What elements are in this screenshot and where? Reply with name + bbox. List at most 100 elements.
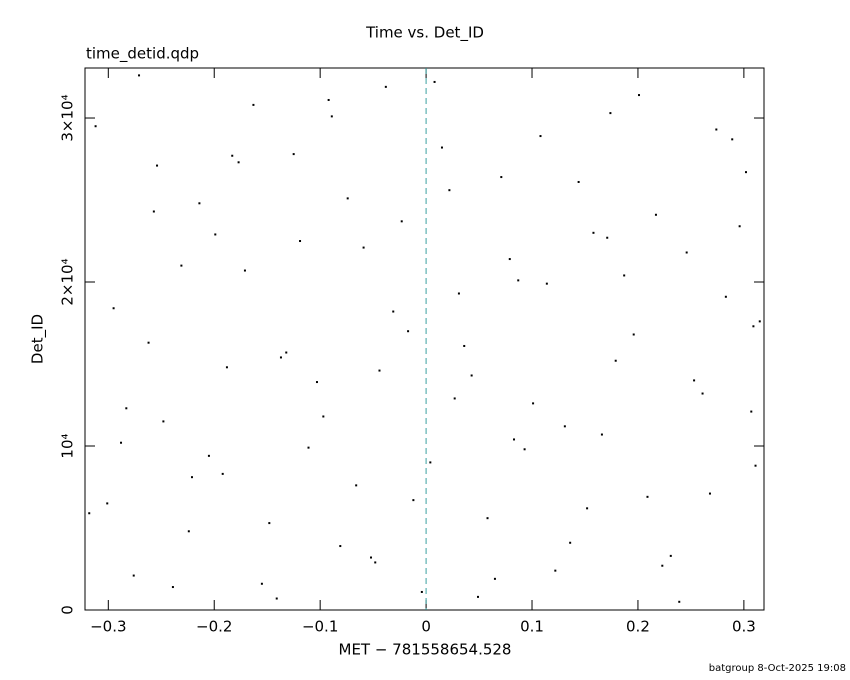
chart-subtitle: time_detid.qdp [86, 45, 199, 64]
point [190, 476, 193, 479]
point [632, 333, 635, 336]
point [221, 472, 224, 475]
point [758, 320, 761, 323]
point [517, 279, 520, 282]
point [207, 454, 210, 457]
point [285, 351, 288, 354]
point [744, 171, 747, 174]
point [715, 128, 718, 131]
point [152, 210, 155, 213]
x-tick-label: 0 [421, 618, 431, 636]
point [162, 420, 165, 423]
point [339, 545, 342, 548]
point [327, 98, 330, 101]
point [685, 251, 688, 254]
point [457, 292, 460, 295]
x-tick-label: 0.1 [520, 618, 544, 636]
point [132, 574, 135, 577]
point [420, 590, 423, 593]
point [198, 202, 201, 205]
point [292, 153, 295, 156]
point [693, 379, 696, 382]
point [156, 164, 159, 167]
point [476, 595, 479, 598]
point [275, 597, 278, 600]
point [577, 180, 580, 183]
point [315, 381, 318, 384]
point [412, 499, 415, 502]
point [374, 561, 377, 564]
point [147, 341, 150, 344]
point [252, 103, 255, 106]
point [243, 269, 246, 272]
point [362, 246, 365, 249]
y-tick-label: 10⁴ [59, 433, 77, 458]
point [448, 189, 451, 192]
point [738, 225, 741, 228]
point [268, 522, 271, 525]
point [609, 112, 612, 115]
point [586, 507, 589, 510]
point [606, 236, 609, 239]
y-tick-label: 2×10⁴ [59, 258, 77, 305]
point [392, 310, 395, 313]
point [600, 433, 603, 436]
point [701, 392, 704, 395]
point [532, 402, 535, 405]
point [384, 85, 387, 88]
point [400, 220, 403, 223]
point [214, 233, 217, 236]
point [508, 258, 511, 261]
point [237, 161, 240, 164]
point [661, 564, 664, 567]
point [125, 407, 128, 410]
point [545, 282, 548, 285]
point [754, 464, 757, 467]
point [171, 586, 174, 589]
point [614, 359, 617, 362]
point [94, 125, 97, 128]
point [299, 240, 302, 243]
point [453, 397, 456, 400]
point [500, 176, 503, 179]
point [470, 374, 473, 377]
point [646, 495, 649, 498]
y-axis-label: Det_ID [29, 314, 48, 364]
point [752, 325, 755, 328]
point [187, 530, 190, 533]
point [440, 146, 443, 149]
point [554, 569, 557, 572]
x-tick-label: −0.3 [90, 618, 126, 636]
x-tick-label: 0.3 [732, 618, 756, 636]
point [322, 415, 325, 418]
point [654, 213, 657, 216]
point [370, 556, 373, 559]
point [708, 492, 711, 495]
point [638, 94, 641, 97]
point [433, 80, 436, 83]
point [355, 484, 358, 487]
point [307, 446, 310, 449]
point [678, 600, 681, 603]
point [429, 461, 432, 464]
point [669, 554, 672, 557]
point [463, 344, 466, 347]
point [138, 74, 141, 77]
x-tick-label: −0.2 [196, 618, 232, 636]
chart-title: Time vs. Det_ID [365, 24, 484, 43]
point [346, 197, 349, 200]
point [225, 366, 228, 369]
point [112, 307, 115, 310]
point [731, 138, 734, 141]
point [279, 356, 282, 359]
point [120, 441, 123, 444]
point [523, 448, 526, 451]
point [569, 541, 572, 544]
point [231, 154, 234, 157]
point [592, 231, 595, 234]
point [563, 425, 566, 428]
point [180, 264, 183, 267]
point [378, 369, 381, 372]
point [88, 512, 91, 515]
